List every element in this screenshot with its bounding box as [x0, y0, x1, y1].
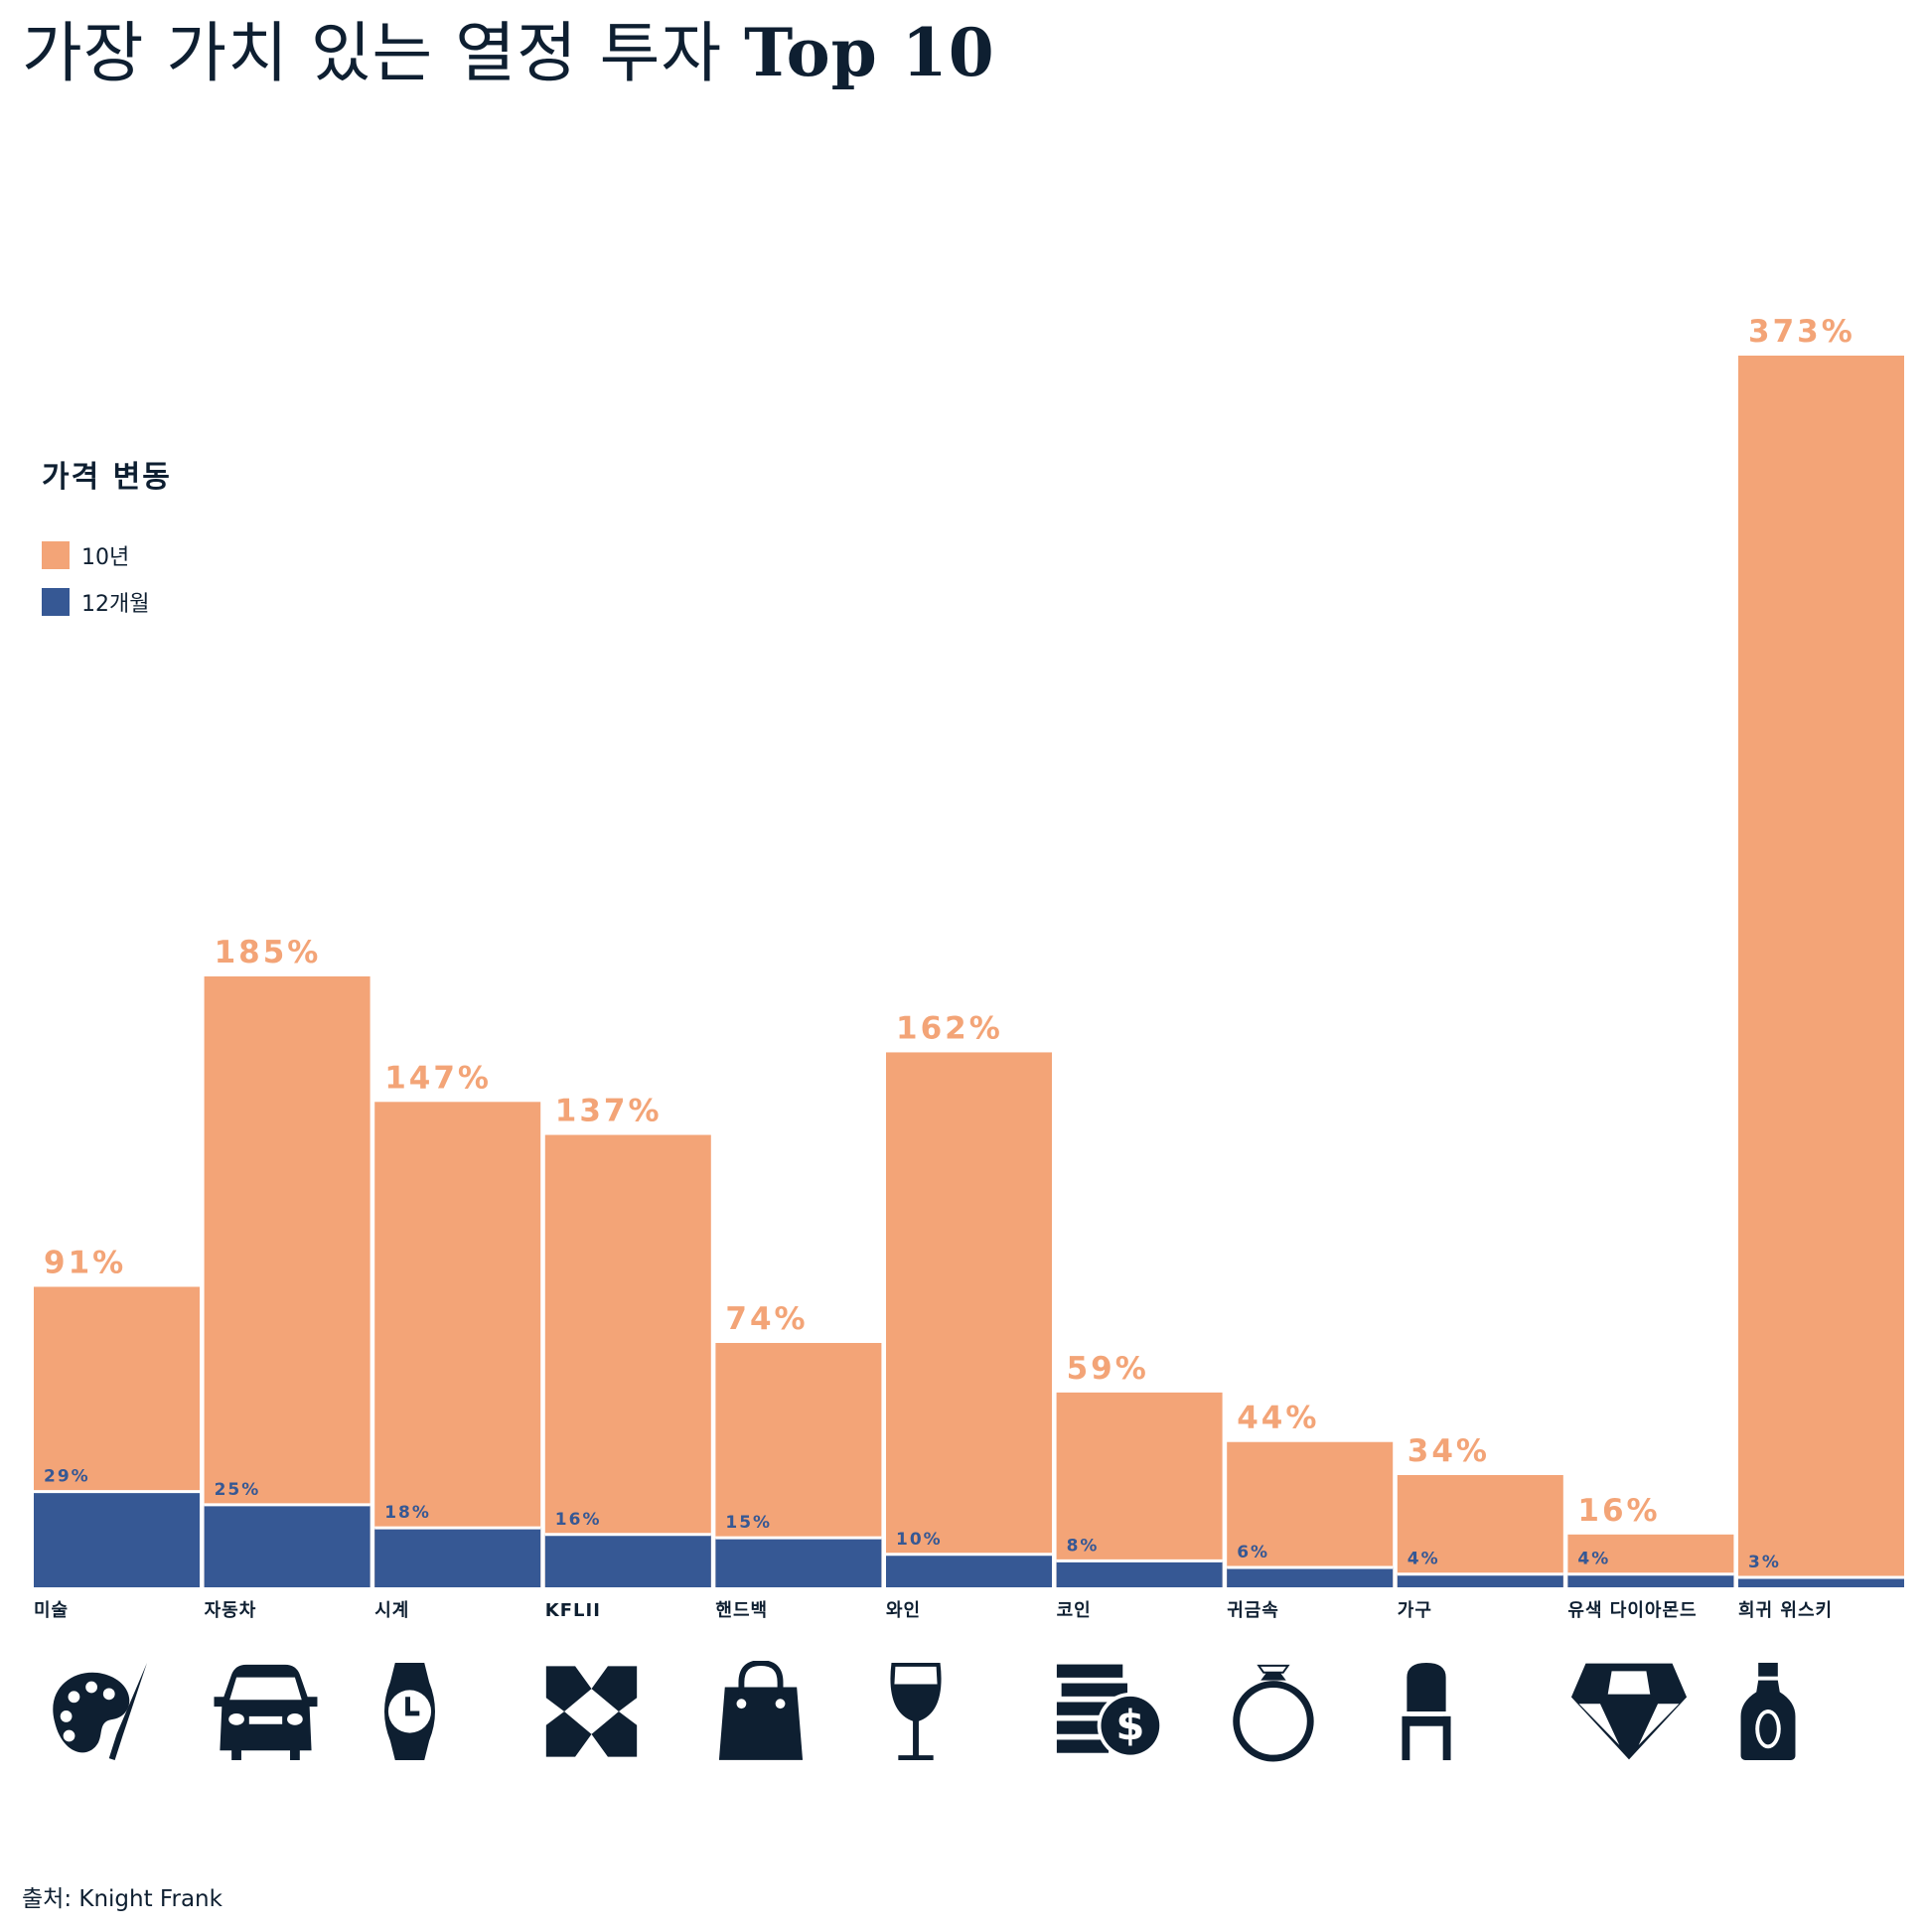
data-label-10y: 59% — [1067, 1351, 1149, 1387]
data-label-10y: 137% — [555, 1094, 663, 1129]
category-label: 유색 다이아몬드 — [1567, 1600, 1697, 1621]
bar-10y — [1056, 1392, 1223, 1587]
data-label-12m: 15% — [725, 1513, 772, 1533]
bar-12m — [1397, 1573, 1563, 1587]
whisky-bottle-icon — [1740, 1662, 1796, 1761]
bar-12m — [374, 1528, 541, 1587]
category-label: 가구 — [1398, 1600, 1432, 1621]
legend-label: 10년 — [81, 545, 130, 570]
data-label-10y: 44% — [1237, 1401, 1319, 1436]
data-label-12m: 10% — [896, 1530, 943, 1550]
data-label-10y: 185% — [215, 935, 322, 970]
category-label: 핸드백 — [715, 1600, 768, 1621]
palette-icon — [53, 1662, 147, 1761]
category-label: 귀금속 — [1227, 1600, 1279, 1621]
bar-10y — [1738, 356, 1904, 1587]
data-label-10y: 34% — [1408, 1433, 1490, 1469]
bar-10y — [1227, 1441, 1394, 1587]
data-label-10y: 74% — [725, 1301, 808, 1337]
bar-12m — [886, 1554, 1052, 1587]
data-label-12m: 4% — [1577, 1550, 1610, 1569]
car-icon — [214, 1664, 318, 1761]
title-korean: 가장 가치 있는 열정 투자 — [22, 15, 723, 91]
data-label-12m: 25% — [215, 1480, 261, 1500]
category-label: KFLII — [545, 1600, 601, 1621]
bar-12m — [1567, 1573, 1734, 1587]
legend-item-10y: 10년 — [42, 539, 129, 571]
chair-icon — [1402, 1662, 1451, 1761]
legend-label: 12개월 — [81, 592, 150, 617]
coins-icon: $ — [1056, 1664, 1164, 1759]
chart-title: 가장 가치 있는 열정 투자 Top 10 — [22, 0, 995, 95]
handbag-icon — [718, 1661, 804, 1760]
category-label: 자동차 — [205, 1600, 257, 1621]
bar-12m — [1738, 1577, 1904, 1587]
wine-glass-icon — [890, 1662, 942, 1761]
data-label-12m: 8% — [1067, 1536, 1100, 1556]
data-label-12m: 6% — [1237, 1543, 1269, 1562]
data-label-10y: 162% — [896, 1010, 1003, 1046]
diamond-icon — [1570, 1663, 1688, 1760]
bar-10y — [544, 1134, 711, 1587]
svg-text:$: $ — [1115, 1701, 1144, 1749]
bar-12m — [34, 1491, 200, 1587]
legend-item-12m: 12개월 — [42, 586, 149, 618]
title-english: Top 10 — [744, 14, 995, 91]
legend-swatch — [42, 588, 70, 616]
category-label: 희귀 위스키 — [1738, 1600, 1833, 1621]
category-label: 코인 — [1057, 1600, 1092, 1621]
data-label-12m: 18% — [384, 1503, 431, 1523]
source-note: 출처: Knight Frank — [22, 1886, 222, 1912]
legend-title: 가격 변동 — [42, 460, 172, 495]
bar-12m — [1227, 1567, 1394, 1587]
bar-12m — [544, 1534, 711, 1587]
bar-10y — [204, 975, 371, 1587]
legend-swatch — [42, 541, 70, 569]
bar-10y — [1397, 1474, 1563, 1587]
bar-10y — [886, 1052, 1052, 1587]
data-label-10y: 91% — [44, 1245, 126, 1280]
watch-icon — [384, 1662, 435, 1761]
data-label-12m: 3% — [1748, 1553, 1781, 1572]
bar-12m — [204, 1504, 371, 1587]
ring-icon — [1233, 1664, 1314, 1762]
kflii-icon — [545, 1666, 638, 1757]
data-label-12m: 4% — [1408, 1550, 1440, 1569]
bar-12m — [715, 1538, 882, 1587]
bar-10y — [374, 1102, 541, 1587]
category-label: 와인 — [886, 1600, 921, 1621]
data-label-10y: 373% — [1748, 314, 1855, 350]
data-label-10y: 16% — [1577, 1493, 1660, 1529]
category-label: 시계 — [374, 1600, 409, 1621]
bar-12m — [1056, 1560, 1223, 1587]
category-label: 미술 — [34, 1600, 69, 1621]
data-label-12m: 16% — [555, 1510, 602, 1530]
data-label-10y: 147% — [384, 1060, 492, 1096]
data-label-12m: 29% — [44, 1467, 90, 1487]
